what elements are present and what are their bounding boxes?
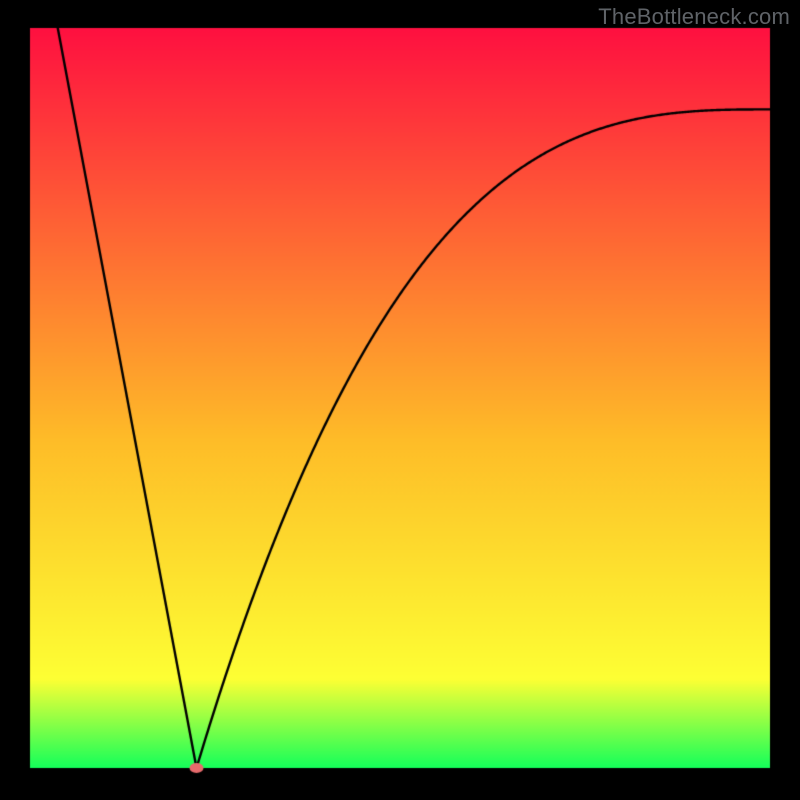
watermark-text: TheBottleneck.com	[598, 4, 790, 30]
bottleneck-chart	[0, 0, 800, 800]
chart-stage: TheBottleneck.com	[0, 0, 800, 800]
